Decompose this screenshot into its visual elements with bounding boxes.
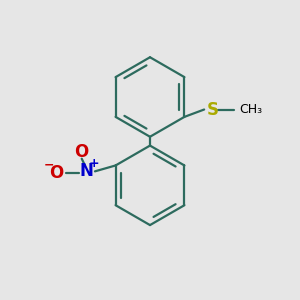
Text: +: + — [89, 158, 100, 170]
Text: O: O — [75, 143, 89, 161]
Text: CH₃: CH₃ — [239, 103, 262, 116]
Text: O: O — [50, 164, 64, 182]
Text: S: S — [206, 100, 218, 118]
Text: N: N — [79, 162, 93, 180]
Text: −: − — [44, 159, 55, 172]
